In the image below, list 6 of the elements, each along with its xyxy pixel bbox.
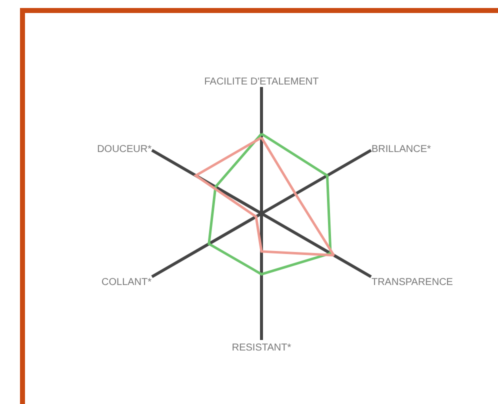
spoke-label: TRANSPARENCE (371, 277, 454, 288)
spoke-label: COLLANT* (102, 277, 152, 288)
spoke-label: RESISTANT* (232, 342, 292, 354)
spoke-label: DOUCEUR* (97, 144, 152, 156)
spoke-label: FACILITE D'ETALEMENT (204, 76, 319, 88)
spoke-label: BRILLANCE* (371, 144, 432, 156)
